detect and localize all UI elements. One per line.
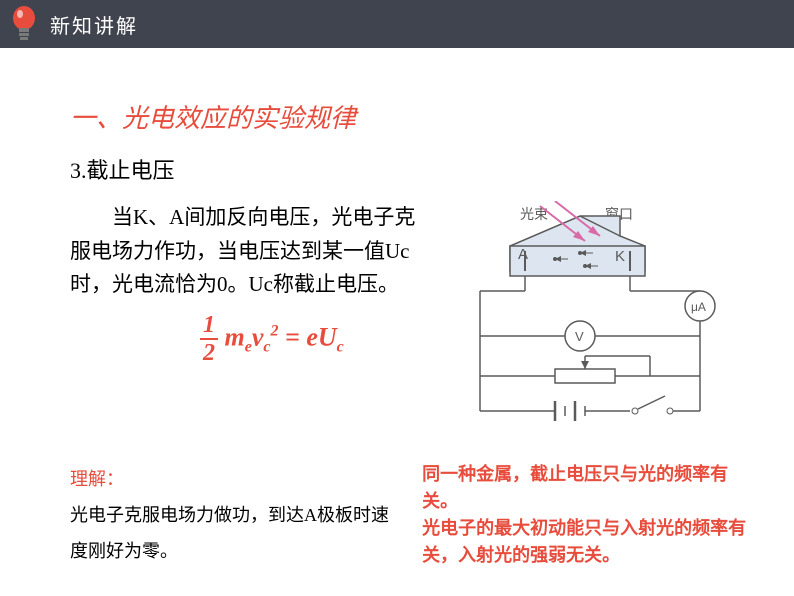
formula-v-sup: 2 [271,322,279,339]
frac-den: 2 [200,340,218,366]
slide-header: 新知讲解 [0,0,794,48]
formula-fraction: 1 2 [200,312,218,367]
formula: 1 2 mevc2 = eUc [200,312,430,367]
explain-left: 理解： 光电子克服电场力做功，到达A极板时速度刚好为零。 [70,461,392,569]
circuit-diagram: 光束 窗口 A K [450,201,750,431]
formula-U-sub: c [337,338,344,355]
formula-m-sub: e [245,338,252,355]
body-row: 当K、A间加反向电压，光电子克服电场力作功，当电压达到某一值Uc时，光电流恰为0… [70,201,754,431]
lightbulb-icon [8,4,40,44]
explain-right-line2: 光电子的最大初动能只与入射光的频率有关，入射光的强弱无关。 [422,515,754,569]
formula-e: e [306,322,318,351]
frac-num: 1 [200,312,218,340]
sub-title: 3.截止电压 [70,153,754,185]
formula-v: v [252,322,264,351]
label-V: V [575,329,584,344]
section-title: 一、光电效应的实验规律 [70,98,754,135]
formula-v-sub: c [263,338,270,355]
label-A: A [518,246,528,263]
formula-eq: = [279,322,307,351]
bottom-row: 理解： 光电子克服电场力做功，到达A极板时速度刚好为零。 同一种金属，截止电压只… [70,461,754,569]
label-uA: μA [691,300,706,314]
formula-U: U [318,322,337,351]
formula-m: m [225,322,245,351]
explain-right: 同一种金属，截止电压只与光的频率有关。 光电子的最大初动能只与入射光的频率有关，… [422,461,754,569]
explain-text: 光电子克服电场力做功，到达A极板时速度刚好为零。 [70,497,392,569]
body-text: 当K、A间加反向电压，光电子克服电场力作功，当电压达到某一值Uc时，光电流恰为0… [70,201,430,302]
label-K: K [615,248,625,265]
body-left: 当K、A间加反向电压，光电子克服电场力作功，当电压达到某一值Uc时，光电流恰为0… [70,201,430,431]
slide-content: 一、光电效应的实验规律 3.截止电压 当K、A间加反向电压，光电子克服电场力作功… [0,48,794,569]
header-title: 新知讲解 [50,10,138,39]
explain-label: 理解： [70,461,392,497]
explain-right-line1: 同一种金属，截止电压只与光的频率有关。 [422,461,754,515]
